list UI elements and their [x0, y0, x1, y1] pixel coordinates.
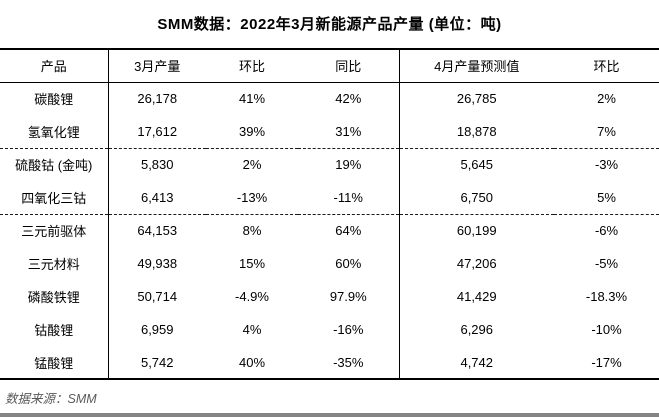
table-row: 四氧化三钴 6,413 -13% -11% 6,750 5%: [0, 181, 659, 215]
table-row: 氢氧化锂 17,612 39% 31% 18,878 7%: [0, 115, 659, 149]
value-cell: 15%: [238, 256, 266, 271]
column-header-mom: 环比: [206, 49, 298, 83]
value-cell: -16%: [298, 313, 400, 346]
product-name-cell: 锰酸锂: [0, 346, 109, 379]
value-cell: 47,206: [456, 256, 497, 271]
value-cell: 5,742: [140, 354, 174, 370]
value-cell: 5,645: [460, 157, 494, 173]
value-cell: 2%: [242, 157, 262, 173]
table-row: 碳酸锂 26,178 41% 42% 26,785 2%: [0, 82, 659, 115]
value-cell: 4,742: [460, 354, 494, 370]
value-cell: -10%: [591, 322, 622, 337]
value-cell: 39%: [206, 115, 298, 149]
value-cell: -17%: [591, 354, 622, 370]
value-cell: 2%: [597, 91, 616, 107]
value-cell: 64,153: [137, 223, 178, 239]
value-cell: 6,750: [399, 181, 554, 215]
product-name-cell: 碳酸锂: [0, 82, 109, 115]
value-cell: 6,296: [460, 322, 494, 337]
value-cell: 60%: [298, 247, 400, 280]
value-cell: 97.9%: [298, 280, 400, 313]
value-cell: -5%: [594, 256, 619, 271]
table-row: 钴酸锂 6,959 4% -16% 6,296 -10%: [0, 313, 659, 346]
value-cell: 18,878: [399, 115, 554, 149]
value-cell: -13%: [206, 181, 298, 215]
value-cell: 6,959: [140, 322, 174, 337]
table-title: SMM数据：2022年3月新能源产品产量 (单位：吨): [157, 16, 502, 33]
product-name-cell: 三元材料: [0, 247, 109, 280]
value-cell: 5%: [554, 181, 659, 215]
value-cell: 6,413: [108, 181, 206, 215]
table-header: 产品 3月产量 环比 同比 4月产量预测值 环比: [0, 49, 659, 83]
value-cell: -3%: [594, 157, 619, 173]
product-name-cell: 硫酸钴 (金吨): [0, 148, 109, 181]
table-row: 三元前驱体 64,153 8% 64% 60,199 -6%: [0, 214, 659, 247]
column-header-product: 产品: [0, 49, 109, 83]
table-row: 锰酸锂 5,742 40% -35% 4,742 -17%: [0, 346, 659, 379]
table-row: 磷酸铁锂 50,714 -4.9% 97.9% 41,429 -18.3%: [0, 280, 659, 313]
value-cell: 41%: [238, 91, 266, 107]
table-row: 硫酸钴 (金吨) 5,830 2% 19% 5,645 -3%: [0, 148, 659, 181]
value-cell: 40%: [238, 354, 266, 370]
table-body: 碳酸锂 26,178 41% 42% 26,785 2% 氢氧化锂 17,612 39% 31% 1…: [0, 82, 659, 379]
value-cell: 8%: [242, 223, 262, 239]
product-name-cell: 磷酸铁锂: [0, 280, 109, 313]
header-row: 产品 3月产量 环比 同比 4月产量预测值 环比: [0, 49, 659, 83]
production-table: 产品 3月产量 环比 同比 4月产量预测值 环比 碳酸锂 26,178 41% 42%…: [0, 48, 659, 380]
value-cell: 60,199: [456, 223, 497, 239]
value-cell: -6%: [594, 223, 619, 239]
value-cell: -4.9%: [235, 289, 269, 304]
value-cell: 31%: [298, 115, 400, 149]
product-name-cell: 四氧化三钴: [0, 181, 109, 215]
value-cell: 50,714: [137, 289, 178, 304]
column-header-march-output: 3月产量: [108, 49, 206, 83]
value-cell: 4%: [242, 322, 262, 337]
value-cell: 17,612: [108, 115, 206, 149]
value-cell: 42%: [298, 82, 400, 115]
product-name-cell: 三元前驱体: [0, 214, 109, 247]
column-header-april-forecast: 4月产量预测值: [399, 49, 554, 83]
value-cell: 26,178: [137, 91, 178, 107]
value-cell: 5,830: [140, 157, 174, 173]
value-cell: 26,785: [456, 91, 497, 107]
value-cell: 7%: [554, 115, 659, 149]
column-header-forecast-mom: 环比: [554, 49, 659, 83]
value-cell: -18.3%: [585, 289, 628, 304]
value-cell: -35%: [298, 346, 400, 379]
value-cell: 41,429: [456, 289, 497, 304]
value-cell: 49,938: [137, 256, 178, 271]
value-cell: 19%: [298, 148, 400, 181]
product-name-cell: 钴酸锂: [0, 313, 109, 346]
data-source-note: 数据来源：SMM: [5, 392, 97, 406]
value-cell: -11%: [298, 181, 400, 215]
table-row: 三元材料 49,938 15% 60% 47,206 -5%: [0, 247, 659, 280]
column-header-yoy: 同比: [298, 49, 400, 83]
bottom-divider-bar: [0, 413, 659, 417]
value-cell: 64%: [298, 214, 400, 247]
product-name-cell: 氢氧化锂: [0, 115, 109, 149]
